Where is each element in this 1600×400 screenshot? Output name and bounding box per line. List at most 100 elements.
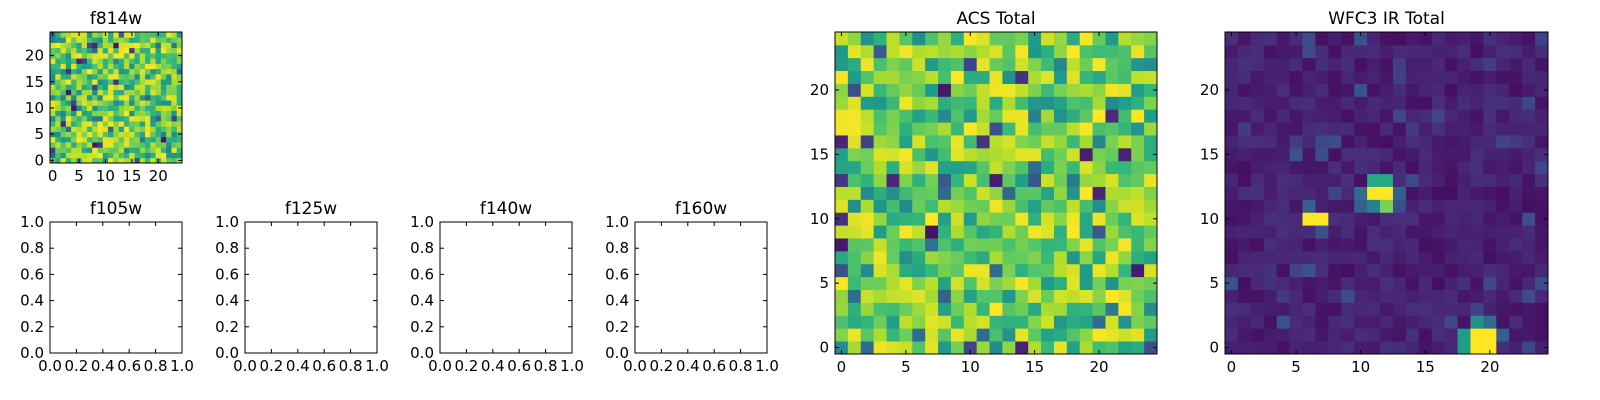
heatmap-cell — [1315, 276, 1329, 290]
x-tick-label: 0.4 — [481, 357, 505, 375]
heatmap-cell — [1535, 147, 1549, 162]
heatmap-cell — [963, 44, 978, 59]
heatmap-cell — [1354, 289, 1368, 303]
heatmap-cell — [1066, 160, 1081, 175]
heatmap-cell — [1405, 57, 1420, 72]
heatmap-cell — [76, 147, 83, 153]
y-tick-label: 0 — [1209, 339, 1219, 357]
heatmap-cell — [1483, 160, 1497, 175]
heatmap-cell — [1535, 315, 1549, 329]
heatmap-cell — [139, 94, 146, 101]
heatmap-cell — [1380, 109, 1394, 123]
heatmap-cell — [92, 115, 98, 122]
heatmap-cell — [873, 57, 887, 72]
heatmap-cell — [113, 42, 120, 49]
heatmap-cell — [1289, 83, 1303, 97]
heatmap-cell — [1092, 199, 1106, 213]
heatmap-cell — [1002, 250, 1016, 265]
heatmap-cell — [912, 83, 926, 97]
heatmap-cell — [118, 100, 125, 106]
heatmap-cell — [989, 57, 1003, 72]
heatmap-cell — [139, 52, 146, 59]
heatmap-cell — [1470, 83, 1484, 97]
heatmap-cell — [60, 32, 67, 38]
heatmap-cell — [86, 37, 93, 43]
heatmap-cell — [1315, 135, 1329, 149]
heatmap-cell — [1509, 32, 1523, 46]
heatmap-cell — [886, 250, 900, 265]
heatmap-cell — [1444, 263, 1458, 278]
heatmap-cell — [150, 131, 156, 138]
heatmap-cell — [65, 73, 72, 80]
heatmap-cell — [873, 186, 887, 200]
heatmap-cell — [71, 136, 77, 143]
heatmap-cell — [1002, 96, 1016, 110]
heatmap-cell — [1496, 263, 1510, 278]
heatmap-cell — [1470, 44, 1484, 59]
heatmap-cell — [847, 212, 862, 226]
heatmap-cell — [1002, 83, 1016, 97]
heatmap-cell — [71, 42, 77, 49]
heatmap-cell — [1483, 122, 1497, 136]
heatmap-cell — [925, 289, 939, 303]
heatmap-cell — [129, 105, 135, 111]
x-tick-label: 0.4 — [676, 357, 700, 375]
heatmap-cell — [1250, 44, 1265, 59]
heatmap-cell — [1470, 328, 1484, 342]
heatmap-cell — [1509, 199, 1523, 213]
heatmap-cell — [1457, 315, 1471, 329]
heatmap-cell — [97, 110, 104, 117]
heatmap-cell — [86, 152, 93, 159]
heatmap-cell — [963, 328, 978, 342]
heatmap-cell — [1250, 186, 1265, 200]
heatmap-cell — [1354, 250, 1368, 265]
heatmap-cell — [1315, 44, 1329, 59]
heatmap-cell — [1131, 44, 1145, 59]
heatmap-cell — [92, 126, 98, 132]
heatmap-cell — [1392, 173, 1407, 187]
heatmap-cell — [1496, 225, 1510, 239]
heatmap-cell — [1289, 96, 1303, 110]
heatmap-cell — [1118, 70, 1132, 84]
heatmap-cell — [1496, 83, 1510, 97]
heatmap-cell — [1418, 96, 1433, 110]
x-tick-label: 0.0 — [233, 357, 257, 375]
heatmap-cell — [86, 79, 93, 85]
heatmap-cell — [950, 289, 965, 303]
heatmap-cell — [71, 52, 77, 59]
heatmap-cell — [71, 37, 77, 43]
heatmap-cell — [1405, 315, 1420, 329]
heatmap-cell — [1354, 315, 1368, 329]
heatmap-cell — [1354, 96, 1368, 110]
heatmap-cell — [171, 84, 178, 91]
heatmap-cell — [1225, 276, 1239, 290]
heatmap-cell — [1092, 70, 1106, 84]
heatmap-cell — [1092, 341, 1106, 355]
heatmap-cell — [1392, 57, 1407, 72]
heatmap-cell — [113, 89, 120, 96]
heatmap-cell — [1002, 315, 1016, 329]
heatmap-cell — [155, 131, 162, 138]
heatmap-cell — [1315, 57, 1329, 72]
heatmap-cell — [950, 276, 965, 290]
heatmap-cell — [1079, 186, 1093, 200]
heatmap-cell — [1444, 328, 1458, 342]
heatmap-cell — [1354, 302, 1368, 316]
heatmap-cell — [139, 131, 146, 138]
heatmap-cell — [92, 42, 98, 49]
heatmap-cell — [886, 173, 900, 187]
heatmap-cell — [55, 100, 61, 106]
heatmap-cell — [1535, 289, 1549, 303]
heatmap-cell — [1380, 160, 1394, 175]
heatmap-cell — [160, 110, 167, 117]
heatmap-cell — [1302, 109, 1316, 123]
heatmap-cell — [129, 142, 135, 148]
heatmap-cell — [145, 84, 151, 91]
heatmap-cell — [123, 115, 130, 122]
heatmap-cell — [134, 42, 141, 49]
heatmap-cell — [873, 44, 887, 59]
heatmap-cell — [963, 263, 978, 278]
heatmap-cell — [176, 42, 183, 49]
heatmap-cell — [860, 328, 875, 342]
heatmap-cell — [847, 96, 862, 110]
